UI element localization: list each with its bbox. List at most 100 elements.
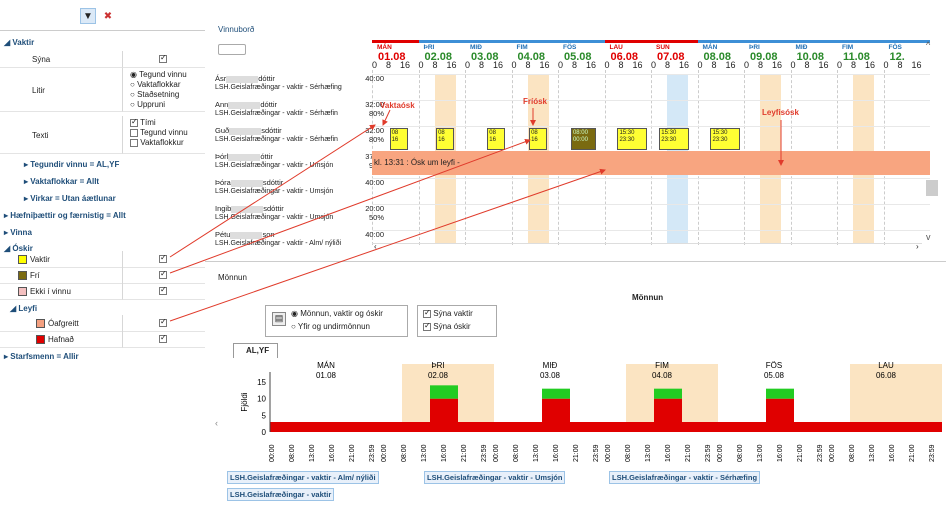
- employee-row[interactable]: Ann dóttir LSH.Geislafræðingar - vaktir - …: [215, 100, 388, 126]
- shift-request[interactable]: 08 16: [529, 128, 548, 150]
- free-request[interactable]: 08:00 00:00: [570, 128, 596, 150]
- check-vaktaflokkur[interactable]: Vaktaflokkur: [130, 138, 205, 148]
- chart-day-name: MIÐ: [543, 361, 558, 370]
- schedule-grid[interactable]: 08 16 08 16 08 16 08 16 08:00 00:00 15:30 23:30 15:3…: [372, 40, 930, 250]
- chart-hour-tick: 13:00: [533, 444, 540, 462]
- employee-dept: LSH.Geislafræðingar - vaktir - Alm/ nýli…: [215, 240, 342, 247]
- section-oskir[interactable]: ◢ Óskir: [4, 244, 33, 253]
- shift-request[interactable]: 15:30 23:30: [617, 128, 648, 150]
- horizontal-scrollbar[interactable]: [372, 243, 922, 251]
- scroll-thumb[interactable]: [926, 180, 938, 196]
- shift-request[interactable]: 08 16: [487, 128, 506, 150]
- check-syna-vaktir[interactable]: Sýna vaktir: [423, 308, 473, 318]
- chart-day-date: 05.08: [764, 371, 785, 380]
- employee-row[interactable]: Guð sdóttir LSH.Geislafræðingar - vaktir -…: [215, 126, 388, 152]
- shift-request[interactable]: 08 16: [436, 128, 455, 150]
- chart-hour-tick: 23:59: [593, 444, 600, 462]
- hour-label: 16: [446, 60, 457, 70]
- employee-hours: 40:00: [365, 178, 384, 187]
- scroll-up-icon[interactable]: ^: [926, 40, 931, 50]
- leyfi-hafnad-checkbox[interactable]: [159, 333, 167, 343]
- section-vinna[interactable]: ▸ Vinna: [4, 228, 32, 237]
- scroll-button[interactable]: [218, 44, 246, 55]
- check-syna-oskir[interactable]: Sýna óskir: [423, 321, 471, 331]
- scroll-down-icon[interactable]: v: [926, 232, 931, 242]
- sub-leyfi[interactable]: ◢ Leyfi: [10, 304, 38, 313]
- radio-monnun[interactable]: ◉ Mönnun, vaktir og óskir: [291, 309, 383, 318]
- day-name: MÁN: [377, 44, 392, 51]
- clear-filter-icon[interactable]: ✖: [103, 10, 113, 22]
- check-timi[interactable]: Tími: [130, 117, 205, 128]
- hour-label: 16: [493, 60, 504, 70]
- chart-day-date: 04.08: [652, 371, 673, 380]
- leyfi-oafgreitt-checkbox[interactable]: [159, 317, 167, 327]
- oafgreitt-swatch: [36, 319, 45, 329]
- employee-row[interactable]: Ingib sdóttir LSH.Geislafræðingar - vaktir…: [215, 204, 388, 230]
- annotation-friosk: Fríósk: [523, 97, 548, 106]
- chart-hour-tick: 08:00: [849, 444, 856, 462]
- chart-hour-tick: 23:59: [481, 444, 488, 462]
- sub-tegundir-vinnu[interactable]: ▸ Tegundir vinnu = AL,YF: [24, 160, 120, 169]
- chart-hour-tick: 00:00: [829, 444, 836, 462]
- shift-request[interactable]: 15:30 23:30: [710, 128, 741, 150]
- sub-virkar[interactable]: ▸ Virkar = Utan áætlunar: [24, 194, 116, 203]
- radio-stadsetning[interactable]: ○ Staðsetning: [130, 90, 180, 99]
- day-date: 02.08: [424, 51, 453, 63]
- radio-tegund-vinnu[interactable]: ◉ Tegund vinnu: [130, 70, 187, 79]
- chart-hour-tick: 13:00: [309, 444, 316, 462]
- employee-row[interactable]: Ásr dóttir LSH.Geislafræðingar - vaktir - …: [215, 74, 388, 100]
- scroll-right-icon[interactable]: ›: [916, 242, 919, 251]
- syna-checkbox[interactable]: [159, 53, 167, 63]
- radio-yfir-undir[interactable]: ○ Yfir og undirmönnun: [291, 322, 370, 331]
- ekki-i-vinnu-swatch: [18, 287, 27, 297]
- hour-label: 16: [632, 60, 643, 70]
- employee-row[interactable]: Pétu son LSH.Geislafræðingar - vaktir - Al…: [215, 230, 388, 256]
- blurred-name: [230, 231, 263, 239]
- radio-vaktaflokkar[interactable]: ○ Vaktaflokkar: [130, 80, 181, 89]
- tab-alyf[interactable]: AL,YF: [233, 343, 278, 358]
- filter-icon[interactable]: ▼: [80, 8, 96, 24]
- shift-request[interactable]: 08 16: [389, 128, 408, 150]
- day-name: ÞRI: [749, 44, 760, 51]
- oskir-ekki-checkbox[interactable]: [159, 285, 167, 295]
- radio-uppruni[interactable]: ○ Uppruni: [130, 100, 166, 109]
- scroll-left-icon[interactable]: ‹: [374, 242, 377, 251]
- chart-hour-tick: 21:00: [349, 444, 356, 462]
- day-name: MIÐ: [795, 44, 808, 51]
- shift-request[interactable]: 15:30 23:30: [659, 128, 690, 150]
- chart-bar-base: [830, 422, 942, 432]
- blurred-name: [229, 127, 262, 135]
- group-tag[interactable]: LSH.Geislafræðingar - vaktir - Sérhæfing: [609, 471, 761, 484]
- oskir-fri-checkbox[interactable]: [159, 269, 167, 279]
- group-tag[interactable]: LSH.Geislafræðingar - vaktir - Umsjón: [424, 471, 566, 484]
- hour-label: 0: [604, 60, 610, 70]
- sub-vaktaflokkar[interactable]: ▸ Vaktaflokkar = Allt: [24, 177, 100, 186]
- chart-day-name: FÖS: [766, 361, 782, 370]
- section-starfsmenn[interactable]: ▸ Starfsmenn = Allir: [4, 352, 79, 361]
- employee-name: Guð sdóttir: [215, 126, 282, 135]
- group-tag[interactable]: LSH.Geislafræðingar - vaktir - Alm/ nýli…: [227, 471, 379, 484]
- hour-label: 0: [744, 60, 750, 70]
- day-name: MÁN: [702, 44, 718, 51]
- hour-label: 0: [697, 60, 703, 70]
- chart-scroll-left-icon[interactable]: ‹: [215, 418, 218, 428]
- hour-label: 16: [679, 60, 690, 70]
- day-date: 11.08: [843, 51, 870, 63]
- hour-label: 8: [758, 60, 764, 70]
- chart-hour-tick: 00:00: [605, 444, 612, 462]
- chart-icon[interactable]: ▤: [272, 312, 286, 326]
- oskir-vaktir-checkbox[interactable]: [159, 253, 167, 263]
- employee-hours: 40:00: [365, 230, 384, 239]
- day-name: LAU: [609, 44, 623, 51]
- section-vaktir[interactable]: ◢ Vaktir: [4, 38, 35, 47]
- employee-row[interactable]: Þóra sdóttir LSH.Geislafræðingar - vaktir …: [215, 178, 388, 204]
- hour-label: 8: [479, 60, 485, 70]
- leave-request-bar[interactable]: kl. 13:31 : Ósk um leyfi -: [372, 151, 930, 175]
- check-tegund-vinnu[interactable]: Tegund vinnu: [130, 128, 205, 138]
- section-haefni[interactable]: ▸ Hæfniþættir og færnistig = Allt: [4, 211, 126, 220]
- employee-hours: 32:00 80%: [365, 126, 384, 144]
- employee-row[interactable]: Þórl óttir LSH.Geislafræðingar - vaktir - …: [215, 152, 388, 178]
- day-date: 07.08: [657, 51, 685, 63]
- chart-hour-tick: 00:00: [493, 444, 500, 462]
- group-tag[interactable]: LSH.Geislafræðingar - vaktir: [227, 488, 335, 501]
